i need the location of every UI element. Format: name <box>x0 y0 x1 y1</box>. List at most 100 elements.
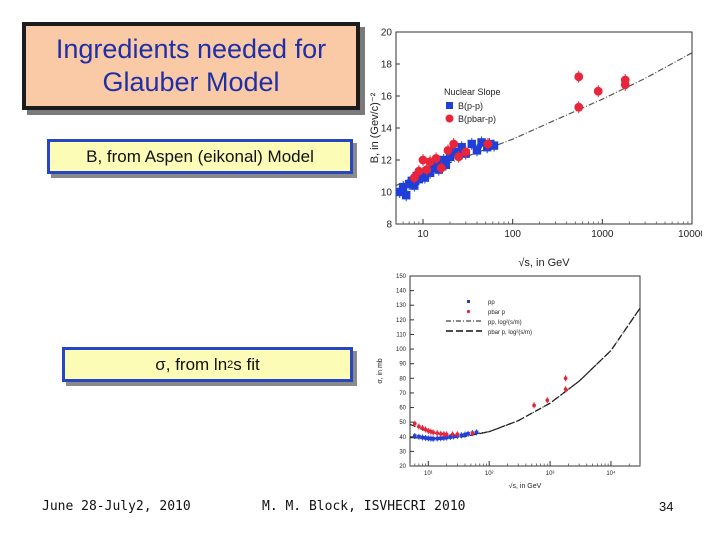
data-point-square <box>417 434 421 439</box>
y-tick-label: 18 <box>381 59 393 70</box>
legend-marker-square <box>446 102 453 109</box>
data-point-circle <box>418 155 428 165</box>
data-point-square <box>448 435 453 439</box>
data-point-circle <box>449 139 459 149</box>
data-point-square <box>467 139 476 149</box>
data-point-square <box>429 163 438 173</box>
cross-section-chart: 20 30 40 50 60 70 80 90 100 110 120 130 140 150 10¹ 10²… <box>377 274 641 490</box>
data-point-circle <box>461 147 471 157</box>
data-point-circle <box>420 426 425 430</box>
y-tick-label: 16 <box>381 91 393 102</box>
aspen-model-label: B, from Aspen (eikonal) Model <box>86 146 314 166</box>
data-point-circle <box>532 403 536 408</box>
y-tick-label: 40 <box>399 435 406 441</box>
legend-marker-square <box>467 300 470 303</box>
data-point-square <box>444 435 449 440</box>
data-point-circle <box>431 153 441 163</box>
data-point-circle <box>563 387 568 392</box>
page-number: 34 <box>659 499 674 514</box>
y-tick-label: 150 <box>396 274 407 280</box>
data-point-square <box>420 435 425 440</box>
slide-title-box: Ingredients needed for Glauber Model <box>22 22 360 110</box>
data-point-square <box>435 436 440 441</box>
data-point-circle <box>454 152 464 162</box>
data-point-square <box>463 432 467 437</box>
sigma-symbol: σ <box>155 354 166 374</box>
data-point-square <box>414 175 424 184</box>
data-point-square <box>459 433 464 438</box>
y-tick-label: 10 <box>381 187 393 198</box>
data-point-square <box>398 183 408 192</box>
data-point-circle <box>574 102 584 112</box>
y-tick-label: 20 <box>399 464 406 470</box>
sigma-fit-tail: s fit <box>233 354 260 374</box>
data-point-circle <box>409 173 419 183</box>
sigma-fit-text: , from ln <box>165 354 228 374</box>
data-point-circle <box>455 432 460 437</box>
data-point-circle <box>444 432 449 437</box>
data-point-circle <box>422 165 432 175</box>
data-point-circle <box>574 72 584 82</box>
slide-title-line1: Ingredients needed for <box>55 34 327 64</box>
sigma-fit-box: σ, from ln 2 s fit <box>62 347 353 382</box>
data-point-square <box>474 430 479 435</box>
data-point-square <box>477 138 486 147</box>
data-point-circle <box>443 145 453 155</box>
x-tick-label: 10³ <box>546 471 555 477</box>
y-tick-label: 80 <box>399 376 406 382</box>
y-tick-label: 130 <box>396 303 407 309</box>
legend-marker-circle <box>466 309 471 314</box>
data-point-square <box>451 434 456 439</box>
x-axis-label: √s, in GeV <box>509 482 542 490</box>
data-point-square <box>472 146 482 155</box>
nuclear-slope-chart: 8 10 12 14 16 18 20 10 100 1000 10000 √s, in GeV B, … <box>369 27 702 269</box>
x-axis-label: √s, in GeV <box>518 257 570 269</box>
x-tick-label: 10000 <box>678 229 702 240</box>
data-point-circle <box>593 86 603 96</box>
legend-label: pbar p <box>488 310 506 316</box>
data-point-square <box>420 173 430 182</box>
data-point-square <box>442 436 446 440</box>
y-tick-label: 8 <box>386 219 392 230</box>
data-point-square <box>413 434 417 438</box>
data-point-circle <box>423 427 428 432</box>
y-axis-label: σ, in mb <box>377 358 384 383</box>
legend-marker-circle <box>445 114 454 123</box>
data-point-square <box>410 181 419 190</box>
x-tick-label: 1000 <box>591 229 614 240</box>
y-tick-label: 90 <box>399 362 406 368</box>
y-tick-label: 12 <box>381 155 393 166</box>
slide-title-line2: Glauber Model <box>102 67 280 97</box>
legend-label: B(pbar-p) <box>458 114 496 124</box>
data-point-circle <box>545 398 550 403</box>
data-point-square <box>466 432 470 436</box>
data-point-square <box>441 160 451 169</box>
aspen-model-box: B, from Aspen (eikonal) Model <box>47 139 353 174</box>
fit-curve <box>409 307 641 436</box>
data-point-square <box>457 143 466 152</box>
data-point-circle <box>441 432 446 437</box>
y-tick-label: 20 <box>381 27 393 38</box>
data-point-square <box>402 191 411 200</box>
y-tick-label: 50 <box>399 420 406 426</box>
data-point-circle <box>563 376 568 381</box>
data-point-square <box>425 168 435 177</box>
x-tick-label: 10¹ <box>424 471 433 477</box>
data-point-square <box>489 141 499 150</box>
y-tick-label: 110 <box>396 332 406 338</box>
data-point-circle <box>620 75 630 85</box>
data-point-circle <box>431 430 436 435</box>
data-point-circle <box>435 431 440 436</box>
y-tick-label: 60 <box>399 406 406 412</box>
data-point-square <box>423 436 428 440</box>
data-point-circle <box>412 421 417 426</box>
y-tick-label: 120 <box>396 318 407 324</box>
y-tick-label: 30 <box>399 449 406 455</box>
data-point-square <box>439 155 448 165</box>
data-point-circle <box>414 166 424 176</box>
data-point-circle <box>450 432 455 437</box>
footer-date: June 28-July2, 2010 <box>42 499 191 514</box>
x-tick-label: 100 <box>504 229 521 240</box>
data-point-square <box>395 187 404 197</box>
data-point-square <box>431 437 435 441</box>
